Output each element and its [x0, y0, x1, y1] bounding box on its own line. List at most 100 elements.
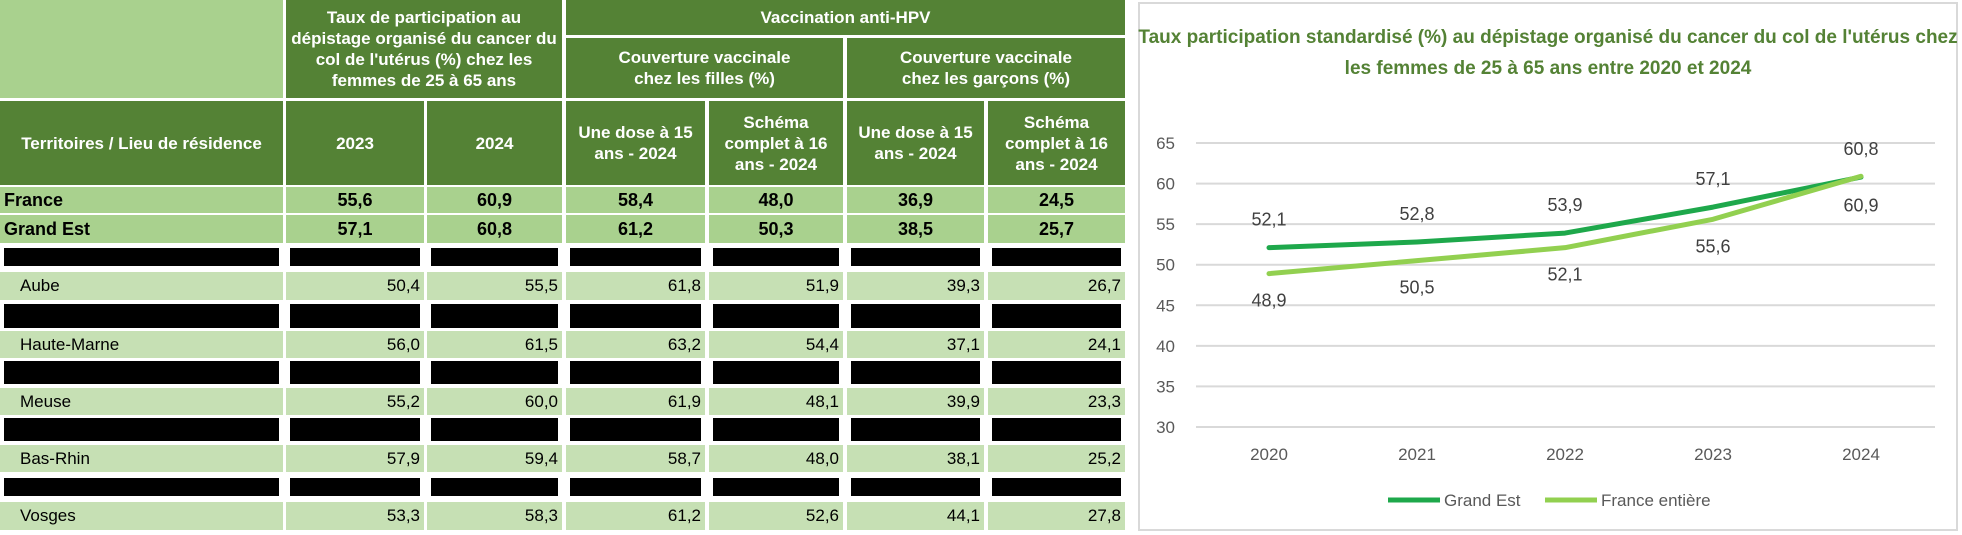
redacted-cell: [290, 304, 420, 328]
redacted-cell: [4, 248, 279, 266]
redacted-cell: [4, 418, 279, 441]
y-tick-label: 50: [1156, 256, 1175, 275]
row-value: 39,3: [847, 272, 984, 300]
row-value: 60,9: [427, 187, 562, 213]
row-value: 44,1: [847, 502, 984, 530]
row-value: 55,2: [286, 388, 424, 415]
redacted-cell: [992, 304, 1121, 328]
chart-panel: [1138, 2, 1958, 531]
legend-label: France entière: [1601, 491, 1711, 510]
data-label: 55,6: [1695, 236, 1730, 256]
data-label: 50,5: [1399, 278, 1434, 298]
redacted-cell: [851, 361, 980, 384]
row-value: 60,8: [427, 215, 562, 243]
row-value: 25,2: [988, 445, 1125, 472]
header-col: Une dose à 15 ans - 2024: [566, 101, 705, 185]
redacted-cell: [431, 248, 558, 266]
row-value: 39,9: [847, 388, 984, 415]
row-value: 60,0: [427, 388, 562, 415]
redacted-cell: [431, 418, 558, 441]
row-value: 48,0: [709, 445, 843, 472]
redacted-cell: [570, 418, 701, 441]
header-blank: [0, 0, 283, 98]
row-value: 55,5: [427, 272, 562, 300]
data-label: 52,8: [1399, 204, 1434, 224]
header-screening: Taux de participation au dépistage organ…: [286, 0, 562, 98]
row-value: 37,1: [847, 331, 984, 358]
row-value: 50,4: [286, 272, 424, 300]
redacted-cell: [570, 478, 701, 496]
row-value: 61,2: [566, 502, 705, 530]
row-value: 59,4: [427, 445, 562, 472]
redacted-cell: [851, 248, 980, 266]
x-tick-label: 2024: [1842, 445, 1880, 464]
y-tick-label: 40: [1156, 337, 1175, 356]
header-boys: Couverture vaccinale chez les garçons (%…: [847, 38, 1125, 98]
row-value: 61,8: [566, 272, 705, 300]
row-name: Meuse: [0, 388, 283, 415]
redacted-cell: [431, 304, 558, 328]
data-label: 60,9: [1843, 195, 1878, 215]
row-value: 61,5: [427, 331, 562, 358]
data-label: 53,9: [1547, 195, 1582, 215]
row-value: 36,9: [847, 187, 984, 213]
row-value: 38,1: [847, 445, 984, 472]
redacted-cell: [713, 248, 839, 266]
redacted-cell: [290, 361, 420, 384]
row-value: 24,1: [988, 331, 1125, 358]
row-value: 50,3: [709, 215, 843, 243]
row-name: Haute-Marne: [0, 331, 283, 358]
y-tick-label: 35: [1156, 377, 1175, 396]
redacted-cell: [4, 304, 279, 328]
row-value: 54,4: [709, 331, 843, 358]
redacted-cell: [290, 418, 420, 441]
chart-title: Taux participation standardisé (%) au dé…: [1138, 27, 1958, 79]
x-tick-label: 2021: [1398, 445, 1436, 464]
x-tick-label: 2020: [1250, 445, 1288, 464]
row-value: 48,1: [709, 388, 843, 415]
redacted-cell: [992, 248, 1121, 266]
row-value: 63,2: [566, 331, 705, 358]
header-col: Schéma complet à 16 ans - 2024: [988, 101, 1125, 185]
row-value: 38,5: [847, 215, 984, 243]
data-label: 52,1: [1251, 210, 1286, 230]
x-tick-label: 2023: [1694, 445, 1732, 464]
row-name: Bas-Rhin: [0, 445, 283, 472]
redacted-cell: [4, 478, 279, 496]
header-col: 2024: [427, 101, 562, 185]
redacted-cell: [713, 361, 839, 384]
row-value: 56,0: [286, 331, 424, 358]
redacted-cell: [570, 304, 701, 328]
row-value: 25,7: [988, 215, 1125, 243]
header-col: Schéma complet à 16 ans - 2024: [709, 101, 843, 185]
redacted-cell: [851, 304, 980, 328]
header-territory: Territoires / Lieu de résidence: [0, 101, 283, 185]
redacted-cell: [4, 361, 279, 384]
row-value: 53,3: [286, 502, 424, 530]
row-value: 48,0: [709, 187, 843, 213]
redacted-cell: [570, 248, 701, 266]
row-value: 27,8: [988, 502, 1125, 530]
redacted-cell: [290, 478, 420, 496]
series-line-grand-est: [1266, 174, 1864, 251]
x-tick-label: 2022: [1546, 445, 1584, 464]
row-value: 61,2: [566, 215, 705, 243]
redacted-cell: [713, 418, 839, 441]
row-value: 24,5: [988, 187, 1125, 213]
row-name: France: [0, 187, 283, 213]
row-value: 58,3: [427, 502, 562, 530]
redacted-cell: [851, 478, 980, 496]
header-col: 2023: [286, 101, 424, 185]
header-hpv: Vaccination anti-HPV: [566, 0, 1125, 35]
redacted-cell: [992, 361, 1121, 384]
row-value: 61,9: [566, 388, 705, 415]
data-label: 60,8: [1843, 139, 1878, 159]
row-value: 52,6: [709, 502, 843, 530]
redacted-cell: [713, 304, 839, 328]
redacted-cell: [431, 361, 558, 384]
y-tick-label: 55: [1156, 215, 1175, 234]
redacted-cell: [713, 478, 839, 496]
header-girls: Couverture vaccinale chez les filles (%): [566, 38, 843, 98]
redacted-cell: [992, 418, 1121, 441]
row-value: 58,4: [566, 187, 705, 213]
